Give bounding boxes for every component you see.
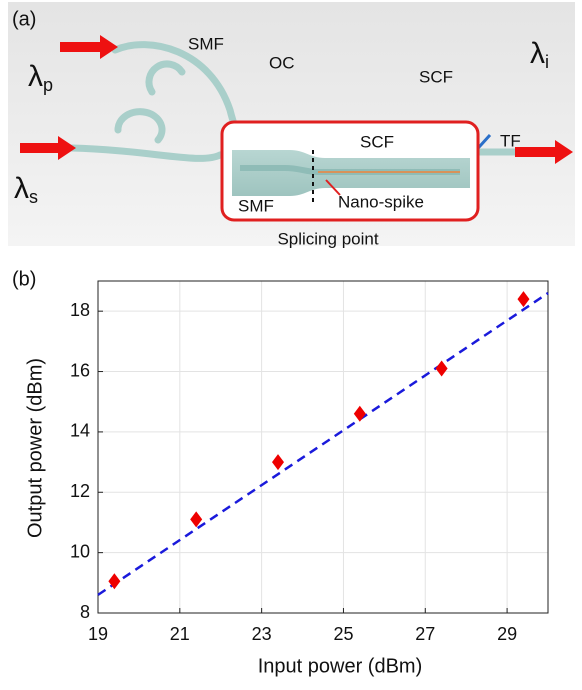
x-axis-label: Input power (dBm) [258, 655, 423, 677]
pump-label: λp [28, 60, 53, 95]
idler-label: λi [530, 37, 549, 72]
label: SMF [238, 196, 274, 215]
spike-pointer [325, 179, 341, 196]
axes-frame [97, 280, 549, 614]
x-tick-label: 25 [333, 624, 353, 644]
y-tick-label: 12 [70, 481, 90, 501]
panel-label: (a) [12, 8, 36, 30]
arrows [20, 35, 573, 164]
data-point [353, 405, 366, 422]
x-tick-label: 29 [497, 624, 517, 644]
y-tick-label: 14 [70, 421, 90, 441]
data-point [272, 454, 284, 471]
label: TF [500, 131, 521, 150]
data-point [517, 291, 530, 308]
panel-label: (b) [12, 268, 36, 290]
y-tick-label: 16 [70, 360, 90, 380]
fit-line [97, 292, 549, 596]
label: OC [269, 53, 295, 72]
y-tick-label: 8 [80, 602, 90, 622]
label: SCF [360, 132, 394, 151]
plot-area [98, 281, 548, 613]
signal-label: λs [14, 172, 38, 207]
y-tick-label: 18 [70, 300, 90, 320]
data-point [435, 360, 448, 377]
data-point [108, 573, 121, 590]
label: Nano-spike [338, 192, 424, 211]
x-tick-label: 23 [252, 624, 272, 644]
caption: Splicing point [277, 229, 378, 248]
x-tick-label: 19 [88, 624, 108, 644]
inset-core [240, 165, 460, 175]
x-tick-label: 21 [170, 624, 190, 644]
data-point [190, 511, 203, 528]
label: SCF [419, 67, 453, 86]
x-tick-label: 27 [415, 624, 435, 644]
label: SMF [188, 34, 224, 53]
y-tick-label: 10 [70, 541, 90, 561]
y-axis-label: Output power (dBm) [24, 358, 46, 538]
